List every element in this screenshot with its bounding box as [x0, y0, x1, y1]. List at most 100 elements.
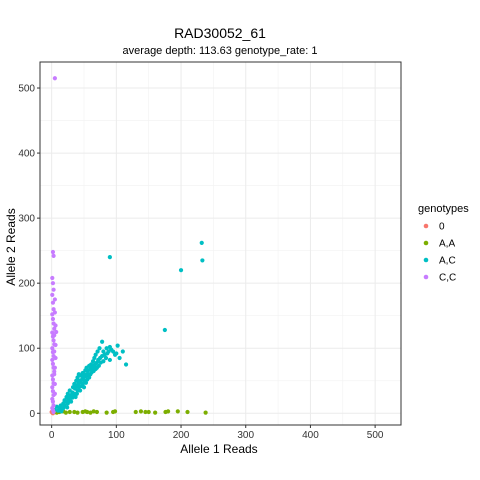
data-point [52, 381, 57, 387]
data-point [114, 351, 119, 356]
legend-title: genotypes [418, 203, 469, 215]
data-point [51, 307, 56, 312]
y-tick-label: 500 [18, 84, 35, 95]
data-point [50, 316, 56, 322]
chart-subtitle: average depth: 113.63 genotype_rate: 1 [123, 45, 318, 57]
data-point [50, 385, 55, 390]
legend: genotypes 0 A,A A,C C,C [418, 203, 469, 284]
legend-key [423, 223, 429, 229]
data-point [52, 326, 57, 331]
data-point [138, 409, 144, 414]
data-point [87, 375, 92, 380]
data-point [52, 76, 57, 81]
data-point [50, 357, 55, 363]
data-point [103, 355, 109, 361]
data-point [74, 378, 79, 383]
grid [40, 62, 401, 425]
data-point [78, 388, 83, 393]
data-point [95, 349, 100, 354]
y-tick-label: 100 [18, 344, 35, 355]
data-point [91, 409, 96, 414]
data-point [65, 391, 70, 396]
data-point [80, 381, 85, 387]
data-point [74, 391, 79, 396]
data-point [83, 380, 89, 385]
y-tick-label: 400 [18, 149, 35, 160]
data-point [50, 292, 55, 297]
x-tick-label: 300 [237, 430, 254, 441]
data-point [200, 258, 205, 263]
data-point [97, 346, 102, 351]
data-point [50, 361, 56, 366]
data-point [75, 410, 80, 415]
data-point [50, 281, 56, 286]
axis-ticks: 0 100 200 300 400 500 0 100 200 300 400 500 [18, 84, 384, 441]
y-axis-label: Allele 2 Reads [4, 208, 18, 285]
plot-panel-border [39, 61, 402, 426]
data-point [123, 362, 129, 367]
data-point [146, 409, 151, 415]
data-point [52, 391, 57, 396]
data-point [51, 409, 56, 415]
data-point [52, 310, 57, 315]
data-point [107, 357, 112, 363]
data-point [85, 409, 90, 415]
legend-key [423, 274, 429, 280]
data-point [120, 349, 125, 354]
data-point [162, 327, 167, 333]
data-point [104, 346, 109, 351]
data-point [51, 287, 56, 292]
legend-key [423, 240, 429, 246]
data-point [81, 385, 87, 390]
data-point [203, 410, 208, 415]
data-point [107, 255, 112, 260]
data-point [175, 409, 180, 414]
data-point [90, 359, 96, 364]
data-point [153, 410, 158, 415]
data-point [53, 342, 58, 348]
legend-label: 0 [439, 222, 445, 233]
x-tick-label: 0 [49, 430, 55, 441]
data-point [115, 343, 120, 348]
x-tick-label: 500 [367, 430, 384, 441]
x-tick-label: 100 [108, 430, 125, 441]
data-point [50, 377, 56, 382]
data-point [101, 349, 106, 354]
data-point [52, 333, 57, 338]
data-point [93, 352, 98, 357]
data-point [117, 355, 122, 361]
y-tick-label: 200 [18, 279, 35, 290]
data-point [88, 410, 93, 415]
y-tick-label: 300 [18, 214, 35, 225]
data-point [101, 359, 106, 364]
data-point [50, 249, 56, 255]
x-tick-label: 200 [173, 430, 190, 441]
data-point [96, 363, 101, 368]
data-point [51, 253, 56, 258]
data-point [112, 409, 118, 414]
data-point [100, 339, 105, 344]
data-points [49, 76, 208, 416]
data-point [104, 410, 109, 415]
data-point [50, 399, 56, 404]
data-point [133, 409, 138, 415]
data-point [65, 405, 70, 410]
legend-label: A,C [439, 256, 456, 267]
data-point [111, 349, 116, 354]
data-point [68, 399, 74, 404]
data-point [185, 409, 190, 415]
data-point [72, 409, 77, 415]
data-point [92, 355, 97, 361]
data-point [51, 338, 56, 343]
data-point [94, 409, 100, 415]
data-point [63, 410, 68, 415]
data-point [65, 401, 70, 406]
legend-label: C,C [439, 273, 456, 284]
data-point [73, 394, 78, 400]
data-point [50, 275, 55, 281]
data-point [53, 355, 58, 361]
data-point [52, 349, 57, 354]
data-point [165, 409, 171, 414]
